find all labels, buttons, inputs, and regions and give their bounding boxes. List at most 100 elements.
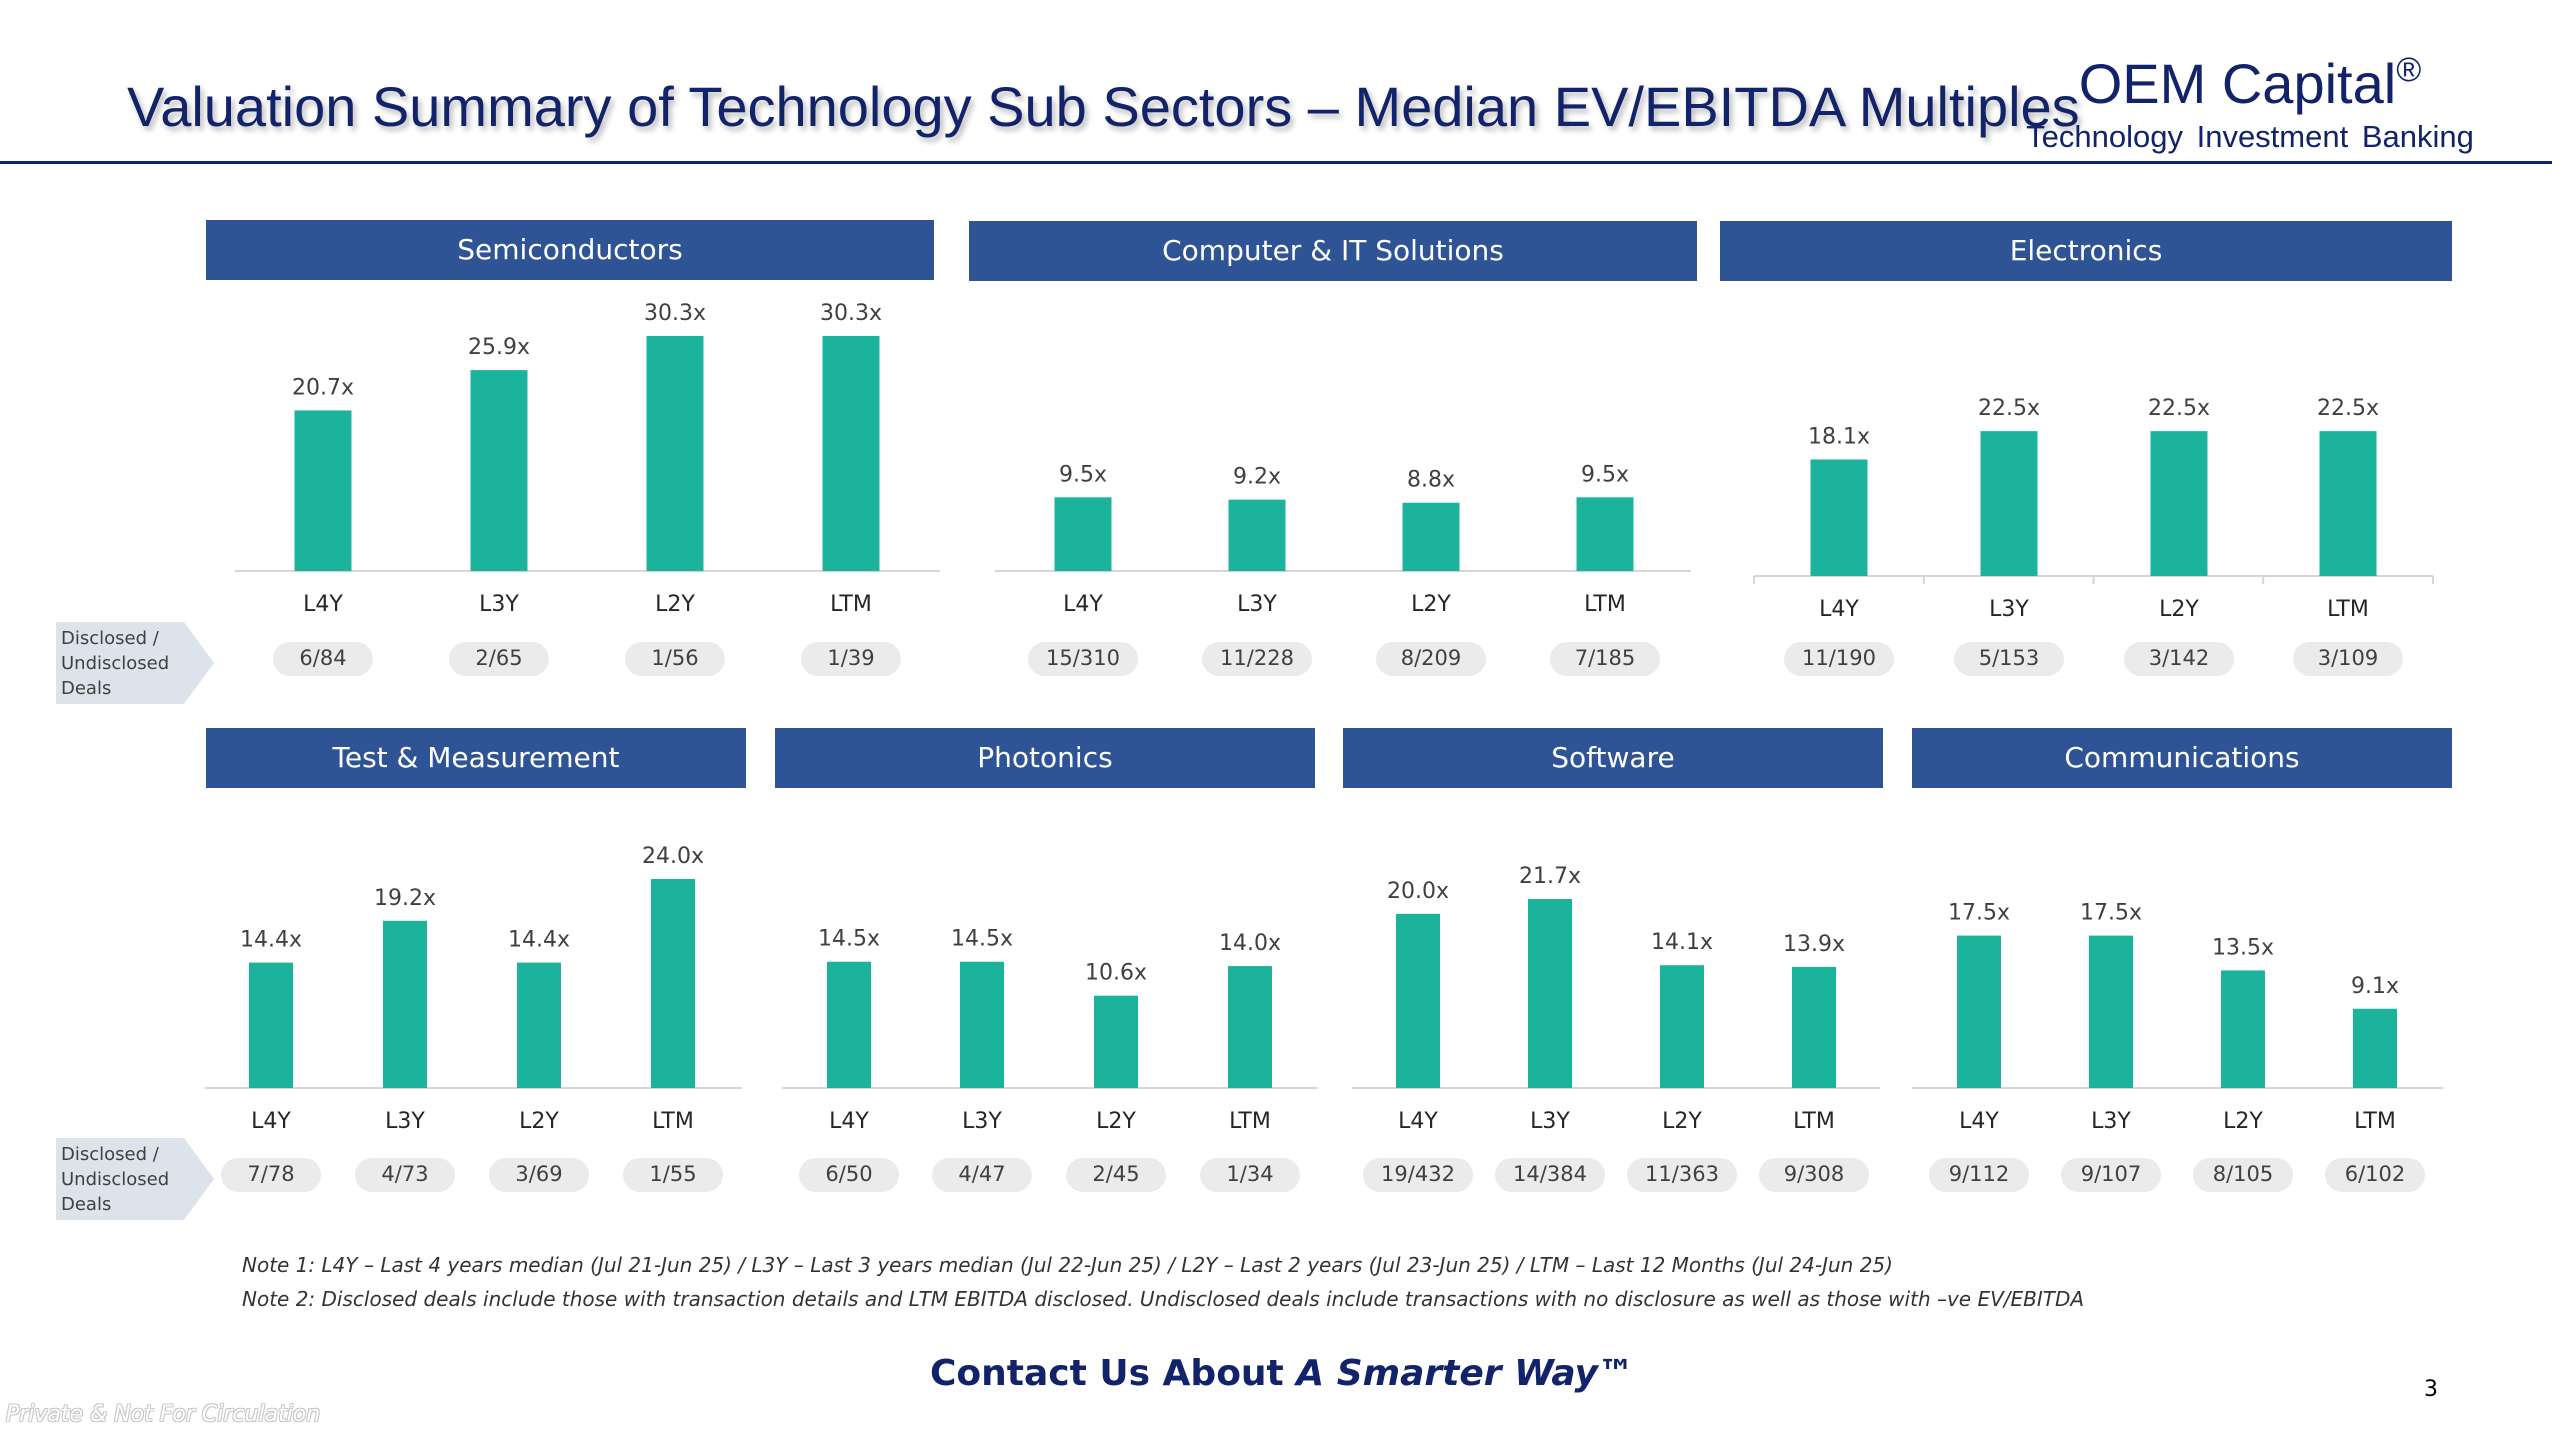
confidentiality-watermark: Private & Not For Circulation bbox=[6, 1402, 321, 1427]
data-label: 21.7x bbox=[1519, 864, 1581, 889]
category-label: L4Y bbox=[251, 1109, 291, 1134]
deal-count-pill bbox=[799, 1158, 899, 1192]
deal-count-pill bbox=[932, 1158, 1032, 1192]
category-label: LTM bbox=[1793, 1109, 1835, 1134]
category-label: LTM bbox=[2354, 1109, 2396, 1134]
deal-count: 2/65 bbox=[475, 646, 522, 670]
data-label: 17.5x bbox=[1948, 901, 2010, 926]
category-label: L3Y bbox=[1989, 597, 2029, 622]
data-label: 14.5x bbox=[818, 927, 880, 952]
bar-l3y bbox=[383, 920, 427, 1088]
chart-computer-it-solutions: 9.5x L4Y 15/310 9.2x L3Y 11/228 8.8x L2Y 8/209 9.… bbox=[995, 462, 1691, 676]
bar-ltm bbox=[2319, 431, 2377, 576]
data-label: 22.5x bbox=[1978, 396, 2040, 421]
data-label: 14.4x bbox=[508, 928, 570, 953]
category-label: L2Y bbox=[2159, 597, 2199, 622]
bar-l2y bbox=[2150, 431, 2208, 576]
deal-count-pill bbox=[1363, 1158, 1473, 1192]
data-label: 10.6x bbox=[1085, 961, 1147, 986]
note-1: Note 1: L4Y – Last 4 years median (Jul 2… bbox=[242, 1253, 1893, 1277]
deal-count-pill bbox=[1759, 1158, 1869, 1192]
data-label: 13.5x bbox=[2212, 935, 2274, 960]
deal-count: 2/45 bbox=[1092, 1162, 1139, 1186]
deals-row-label-top: Disclosed / Undisclosed Deals bbox=[61, 626, 169, 701]
deals-label-line: Disclosed / bbox=[61, 1144, 159, 1165]
deal-count-pill bbox=[623, 1158, 723, 1192]
category-label: L3Y bbox=[1530, 1109, 1570, 1134]
data-label: 14.5x bbox=[951, 927, 1013, 952]
bar-ltm bbox=[2353, 1008, 2397, 1088]
bar-l4y bbox=[1957, 935, 2001, 1088]
bar-l3y bbox=[1228, 499, 1286, 571]
data-label: 20.7x bbox=[292, 375, 354, 400]
bar-l4y bbox=[1054, 497, 1112, 571]
data-label: 14.0x bbox=[1219, 931, 1281, 956]
deal-count-pill bbox=[1929, 1158, 2029, 1192]
deal-count-pill bbox=[625, 642, 725, 676]
deal-count: 7/185 bbox=[1575, 646, 1636, 670]
bar-l4y bbox=[827, 961, 871, 1088]
bar-ltm bbox=[822, 336, 880, 571]
deal-count: 8/209 bbox=[1401, 646, 1462, 670]
bar-l3y bbox=[960, 961, 1004, 1088]
chart-test-measurement: 14.4x L4Y 7/78 19.2x L3Y 4/73 14.4x L2Y 3/69 24.0… bbox=[205, 844, 742, 1192]
bar-l2y bbox=[2221, 970, 2265, 1088]
deal-count-pill bbox=[2124, 642, 2234, 676]
deal-count: 6/50 bbox=[825, 1162, 872, 1186]
contact-us-link[interactable]: Contact Us About A Smarter Way™ bbox=[930, 1353, 1634, 1394]
category-label: L3Y bbox=[962, 1109, 1002, 1134]
bar-ltm bbox=[1228, 966, 1272, 1088]
data-label: 9.1x bbox=[2351, 974, 2399, 999]
bar-l4y bbox=[1396, 913, 1440, 1088]
category-label: LTM bbox=[2327, 597, 2369, 622]
deals-label-line: Deals bbox=[61, 678, 112, 699]
deal-count-pill bbox=[1028, 642, 1138, 676]
deal-count-pill bbox=[1784, 642, 1894, 676]
charts-canvas: 20.7x L4Y 6/84 25.9x L3Y 2/65 30.3x L2Y 1/56 30.3… bbox=[205, 301, 2443, 1192]
data-label: 30.3x bbox=[820, 301, 882, 326]
chart-photonics: 14.5x L4Y 6/50 14.5x L3Y 4/47 10.6x L2Y 2/45 14.0… bbox=[782, 927, 1317, 1192]
deal-count-pill bbox=[2193, 1158, 2293, 1192]
chart-software: 20.0x L4Y 19/432 21.7x L3Y 14/384 14.1x L2Y 11/3… bbox=[1352, 864, 1880, 1192]
bar-l2y bbox=[1402, 502, 1460, 571]
data-label: 22.5x bbox=[2317, 396, 2379, 421]
header-semiconductors: Semiconductors bbox=[206, 220, 934, 280]
deal-count-pill bbox=[2293, 642, 2403, 676]
bar-l3y bbox=[2089, 935, 2133, 1088]
category-label: L2Y bbox=[519, 1109, 559, 1134]
deal-count-pill bbox=[1202, 642, 1312, 676]
deal-count: 15/310 bbox=[1046, 646, 1120, 670]
deals-arrow-bottom bbox=[56, 1138, 214, 1220]
category-label: L3Y bbox=[479, 592, 519, 617]
category-label: L3Y bbox=[385, 1109, 425, 1134]
category-label: L2Y bbox=[2223, 1109, 2263, 1134]
deal-count-pill bbox=[449, 642, 549, 676]
category-label: L2Y bbox=[1662, 1109, 1702, 1134]
logo-name: OEM Capital® bbox=[2020, 36, 2480, 118]
deal-count: 8/105 bbox=[2213, 1162, 2274, 1186]
category-label: L3Y bbox=[1237, 592, 1277, 617]
deal-count-pill bbox=[1954, 642, 2064, 676]
deal-count: 4/47 bbox=[958, 1162, 1005, 1186]
note-2: Note 2: Disclosed deals include those wi… bbox=[242, 1287, 2085, 1311]
deal-count: 3/142 bbox=[2149, 646, 2210, 670]
bar-l2y bbox=[646, 336, 704, 571]
deal-count-pill bbox=[1495, 1158, 1605, 1192]
deal-count-pill bbox=[221, 1158, 321, 1192]
category-label: L4Y bbox=[1819, 597, 1859, 622]
header-computer-it-solutions: Computer & IT Solutions bbox=[969, 221, 1697, 281]
deal-count: 9/107 bbox=[2081, 1162, 2142, 1186]
category-label: L2Y bbox=[655, 592, 695, 617]
deal-count: 1/39 bbox=[827, 646, 874, 670]
deal-count: 4/73 bbox=[381, 1162, 428, 1186]
bar-l4y bbox=[249, 962, 293, 1088]
header-test-measurement: Test & Measurement bbox=[206, 728, 746, 788]
page-title: Valuation Summary of Technology Sub Sect… bbox=[127, 75, 2080, 138]
registered-mark: ® bbox=[2396, 51, 2422, 89]
data-label: 9.2x bbox=[1233, 465, 1281, 490]
chart-communications: 17.5x L4Y 9/112 17.5x L3Y 9/107 13.5x L2Y 8/105 9… bbox=[1912, 901, 2443, 1192]
deal-count: 5/153 bbox=[1979, 646, 2040, 670]
category-label: LTM bbox=[652, 1109, 694, 1134]
category-label: L4Y bbox=[1063, 592, 1103, 617]
